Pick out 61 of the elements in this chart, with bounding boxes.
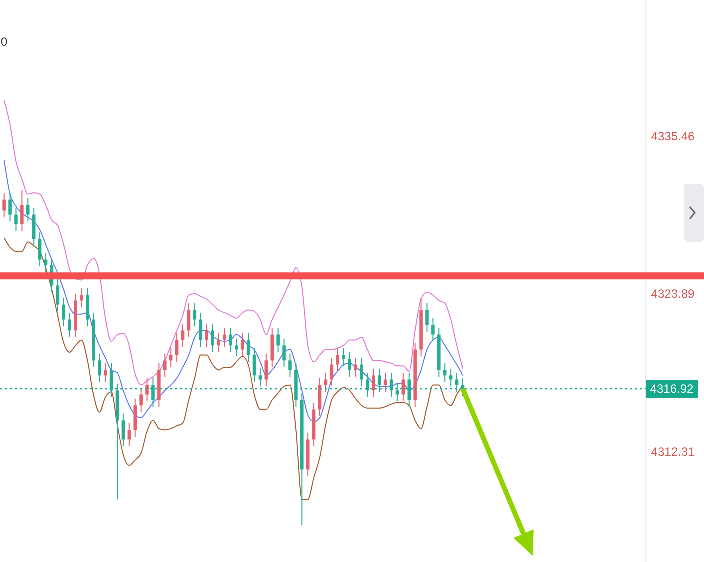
candlestick: [169, 348, 173, 368]
candlestick: [128, 422, 132, 448]
candlestick: [193, 302, 197, 328]
candlestick: [288, 353, 292, 378]
candlestick: [432, 318, 435, 342]
candlestick: [336, 348, 340, 372]
candlestick: [330, 357, 334, 388]
line-series: [4, 237, 464, 500]
candlestick: [276, 327, 280, 353]
candlestick: [282, 338, 286, 368]
candlestick: [164, 353, 167, 378]
candlestick: [68, 312, 72, 338]
candlestick: [104, 362, 108, 383]
candlestick: [44, 252, 48, 273]
candlestick: [252, 348, 256, 383]
candlestick: [146, 378, 149, 402]
candlestick: [20, 190, 24, 232]
candlestick: [38, 232, 42, 268]
candlestick: [211, 323, 214, 353]
annotation: 0: [1, 35, 8, 49]
candlestick: [140, 387, 143, 413]
candlestick: [372, 368, 376, 398]
candlestick: [354, 357, 358, 378]
candlestick: [426, 302, 429, 333]
y-tick-label: 4335.46: [651, 129, 696, 144]
candlestick: [80, 288, 84, 308]
candlestick: [26, 198, 30, 222]
candlestick: [217, 332, 220, 353]
candlestick: [223, 327, 226, 348]
candlestick: [199, 312, 203, 348]
candlestick: [122, 413, 126, 448]
candlestick: [240, 332, 244, 358]
candlestick: [181, 323, 185, 348]
candlestick: [258, 368, 262, 388]
candlestick: [152, 378, 155, 408]
candlestick: [443, 362, 447, 383]
line-series: [4, 160, 464, 423]
candlestick: [234, 338, 238, 358]
candlestick: [8, 192, 12, 222]
y-tick-label: 4312.31: [651, 444, 696, 459]
candlestick: [264, 353, 268, 388]
candlestick: [62, 297, 66, 328]
candlestick: [229, 327, 232, 353]
candlestick: [56, 278, 60, 312]
candlestick: [187, 302, 191, 338]
line-series: [4, 100, 464, 386]
ref-line-label: 4316.92: [650, 382, 694, 396]
candlestick: [2, 192, 6, 218]
candlestick: [408, 372, 412, 408]
y-tick-label: 4323.89: [651, 287, 696, 302]
candlestick: [246, 332, 250, 363]
candlestick: [378, 368, 382, 393]
candlestick: [348, 352, 352, 378]
candlestick: [360, 357, 364, 388]
candlestick: [14, 208, 18, 232]
candlestick: [98, 353, 102, 383]
candlestick: [175, 332, 179, 363]
candlestick: [366, 372, 370, 398]
candlestick: [205, 323, 208, 348]
candlestick: [449, 368, 453, 388]
candlestick: [342, 348, 346, 367]
